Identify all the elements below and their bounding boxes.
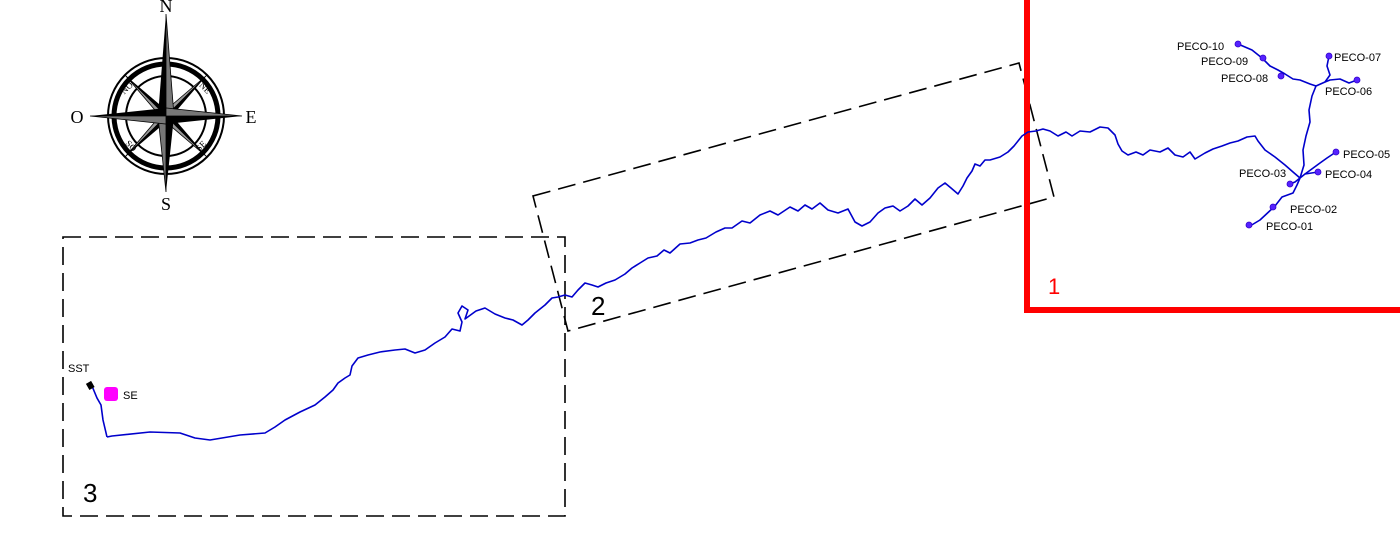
station-marker-peco-10[interactable] xyxy=(1234,40,1242,48)
zone-1-label: 1 xyxy=(1048,274,1060,299)
sst-marker[interactable] xyxy=(85,380,95,390)
station-marker-peco-04[interactable] xyxy=(1314,168,1322,176)
substation-feeder-line xyxy=(91,385,108,438)
branch-network xyxy=(1237,43,1358,227)
compass-south-label: S xyxy=(161,194,171,214)
compass-rose: N S E O NE NO SE SO xyxy=(71,0,257,214)
se-substation-marker[interactable] xyxy=(104,387,118,401)
zone-3-boundary xyxy=(62,236,566,517)
station-label-peco-07: PECO-07 xyxy=(1334,52,1381,64)
station-markers xyxy=(1234,40,1361,229)
station-marker-peco-08[interactable] xyxy=(1277,72,1285,80)
station-marker-peco-02[interactable] xyxy=(1269,203,1277,211)
main-route-line xyxy=(106,126,1301,441)
station-label-peco-01: PECO-01 xyxy=(1266,221,1313,233)
substation-group: SST SE xyxy=(68,363,138,438)
zone-2-label: 2 xyxy=(591,291,605,321)
zone-1-boundary xyxy=(1024,0,1400,313)
station-label-peco-08: PECO-08 xyxy=(1221,73,1268,85)
compass-west-label: O xyxy=(71,107,84,127)
station-label-peco-03: PECO-03 xyxy=(1239,168,1286,180)
station-label-peco-04: PECO-04 xyxy=(1325,169,1372,181)
station-marker-peco-06[interactable] xyxy=(1353,76,1361,84)
station-label-peco-10: PECO-10 xyxy=(1177,41,1224,53)
station-marker-peco-07[interactable] xyxy=(1325,52,1333,60)
zone-3-label: 3 xyxy=(83,478,97,508)
station-label-peco-06: PECO-06 xyxy=(1325,86,1372,98)
se-label: SE xyxy=(123,390,138,402)
zone-2-boundary xyxy=(532,62,1055,332)
compass-east-label: E xyxy=(246,107,257,127)
station-marker-peco-01[interactable] xyxy=(1245,221,1253,229)
station-marker-peco-03[interactable] xyxy=(1286,180,1294,188)
station-label-peco-02: PECO-02 xyxy=(1290,204,1337,216)
station-label-peco-05: PECO-05 xyxy=(1343,149,1390,161)
compass-north-label: N xyxy=(160,0,173,16)
station-marker-peco-09[interactable] xyxy=(1259,54,1267,62)
station-label-peco-09: PECO-09 xyxy=(1201,56,1248,68)
sst-label: SST xyxy=(68,363,90,375)
station-marker-peco-05[interactable] xyxy=(1332,148,1340,156)
